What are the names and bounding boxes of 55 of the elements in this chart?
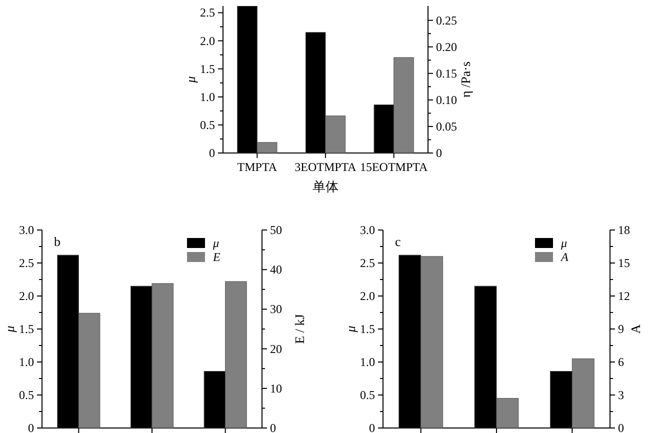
y-tick-label: 1.0: [19, 355, 34, 369]
y-tick-label: 1.0: [360, 355, 375, 369]
y-tick-label: 2.5: [200, 6, 215, 20]
y-tick-label: 0: [209, 146, 215, 160]
y2-tick-label: 15: [618, 256, 630, 270]
legend-label: E: [212, 250, 221, 264]
y2-tick-label: 6: [618, 355, 624, 369]
y2-tick-label: 12: [618, 289, 630, 303]
y2-axis-title: A: [628, 324, 643, 334]
y2-tick-label: 0.05: [436, 119, 457, 134]
y2-tick-label: 10: [270, 381, 282, 396]
y-axis-title: μ: [183, 76, 198, 84]
y-tick-label: 2.5: [19, 256, 34, 270]
y2-tick-label: 3: [618, 388, 624, 402]
x-tick-label: 15EOTMPTA: [360, 160, 428, 174]
annotation: c: [395, 234, 401, 249]
y-tick-label: 0: [369, 421, 375, 433]
y-tick-label: 0.5: [360, 388, 375, 402]
y-tick-label: 0.5: [200, 118, 215, 132]
annotation: b: [54, 234, 60, 249]
y-tick-label: 3.0: [360, 223, 375, 237]
y2-tick-label: 9: [618, 322, 624, 336]
y2-tick-label: 18: [618, 223, 630, 237]
y-tick-label: 0.5: [19, 388, 34, 402]
y2-tick-label: 0.20: [436, 40, 457, 54]
y2-tick-label: 0: [436, 146, 442, 160]
y2-tick-label: 0.10: [436, 92, 457, 107]
y2-tick-label: 30: [270, 302, 282, 316]
y-tick-label: 1.0: [200, 90, 215, 104]
y-tick-label: 2.0: [19, 289, 34, 303]
legend-label: μ: [560, 236, 568, 250]
y2-tick-label: 0: [270, 421, 276, 433]
y2-tick-label: 20: [270, 342, 282, 356]
y-tick-label: 1.5: [19, 322, 34, 336]
x-tick-label: TMPTA: [237, 160, 278, 174]
y2-tick-label: 50: [270, 223, 282, 237]
y-axis-title: μ: [2, 325, 17, 334]
legend-label: μ: [212, 236, 220, 250]
y-tick-label: 0: [28, 421, 34, 433]
x-axis-title: 单体: [312, 179, 338, 194]
y-tick-label: 1.5: [200, 62, 215, 76]
y2-tick-label: 0: [618, 421, 624, 433]
y2-tick-label: 0.15: [436, 66, 457, 80]
y-tick-label: 2.0: [360, 289, 375, 303]
y2-axis-title: η /Pa·s: [458, 61, 473, 98]
y2-tick-label: 0.25: [436, 13, 457, 28]
y2-axis-title: E / kJ: [292, 314, 307, 344]
y-tick-label: 3.0: [19, 223, 34, 237]
y2-tick-label: 40: [270, 262, 282, 277]
legend-label: A: [560, 250, 569, 264]
y-tick-label: 1.5: [360, 322, 375, 336]
y-tick-label: 2.5: [360, 256, 375, 270]
y-tick-label: 2.0: [200, 34, 215, 48]
x-tick-label: 3EOTMPTA: [294, 160, 357, 174]
y-axis-title: μ: [343, 325, 358, 334]
